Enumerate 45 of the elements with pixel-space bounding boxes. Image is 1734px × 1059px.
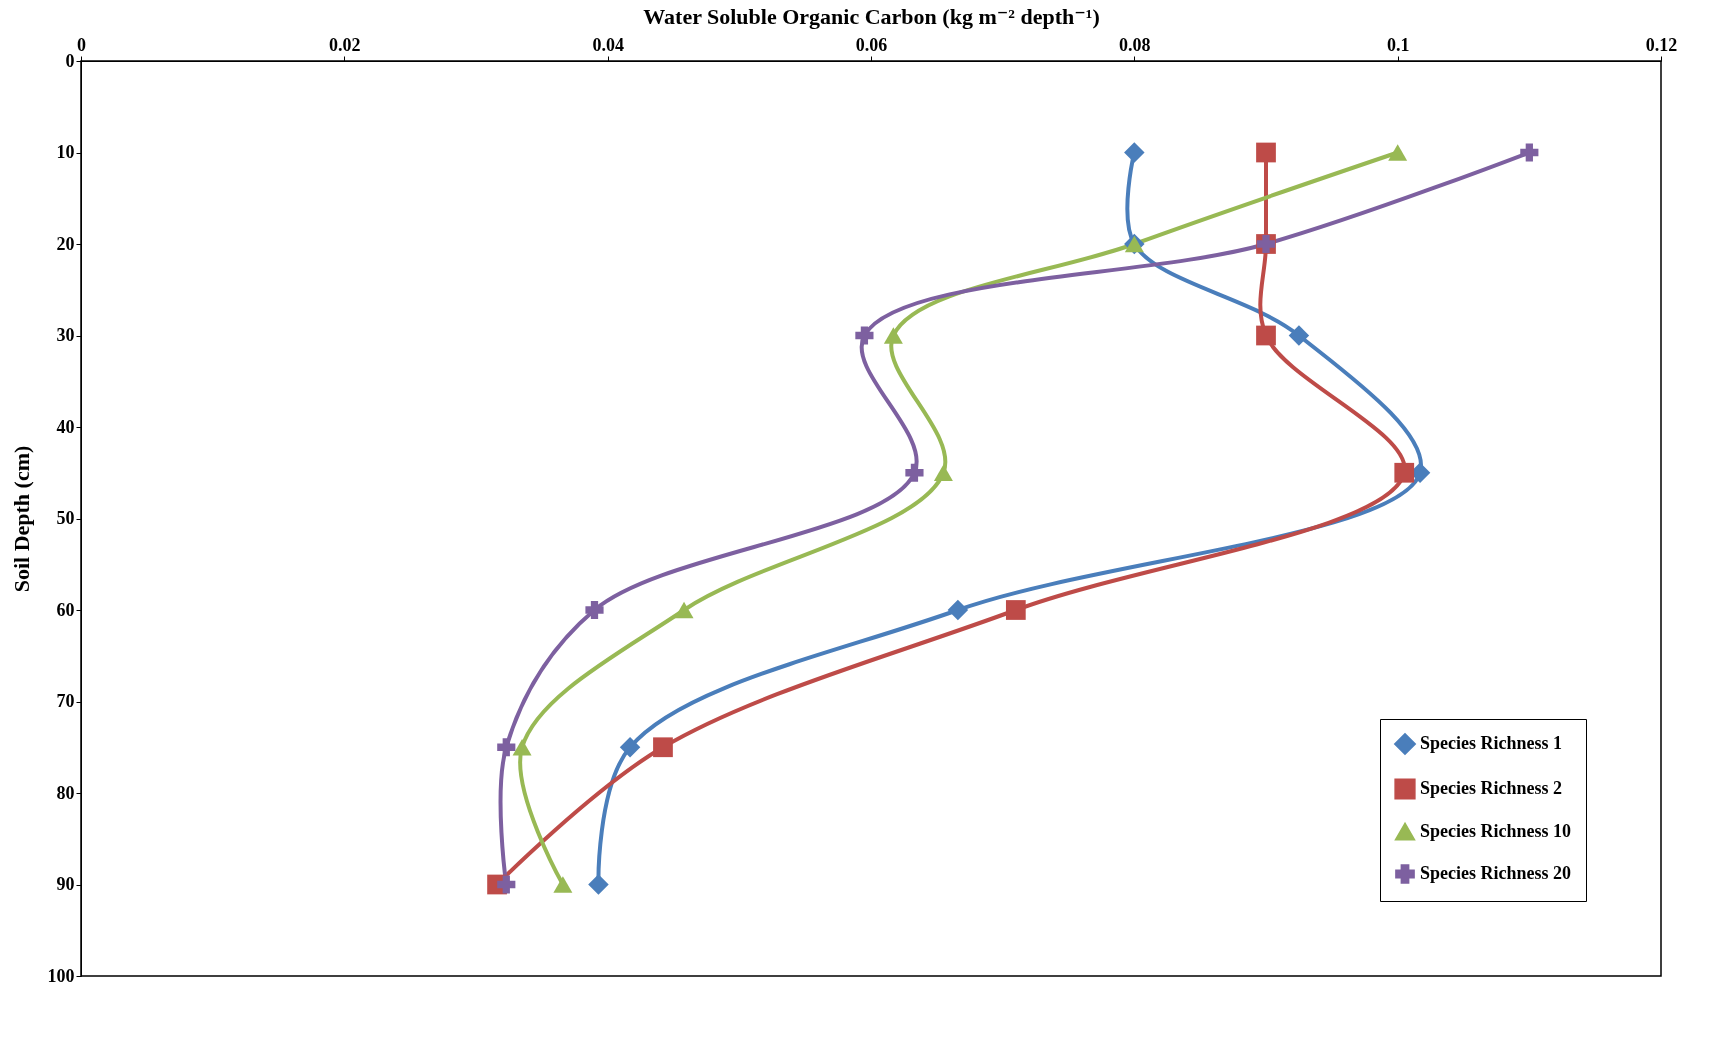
point — [497, 738, 516, 757]
x-tick-label: 0.1 — [1386, 34, 1410, 55]
y-tick-label: 40 — [56, 416, 75, 437]
x-tick-label: 0.06 — [855, 34, 888, 55]
point — [1520, 143, 1539, 162]
y-tick-label: 90 — [56, 874, 75, 894]
point — [1394, 462, 1415, 483]
x-tick-label: 0.12 — [1645, 34, 1678, 55]
legend-label: Species Richness 1 — [1420, 733, 1563, 753]
y-axis-title: Soil Depth (cm) — [8, 445, 34, 593]
y-tick-label: 80 — [56, 782, 75, 803]
point — [512, 739, 532, 756]
y-tick-label: 10 — [56, 142, 75, 162]
legend-label: Species Richness 20 — [1420, 863, 1572, 883]
point — [653, 737, 673, 758]
point — [1256, 325, 1276, 346]
point — [1256, 142, 1276, 163]
y-tick-label: 70 — [56, 691, 75, 711]
point — [497, 875, 516, 894]
x-tick-label: 0.04 — [592, 34, 624, 55]
point — [1388, 144, 1408, 161]
legend-label: Species Richness 10 — [1420, 820, 1572, 841]
point — [933, 464, 953, 481]
point — [553, 876, 573, 893]
point — [905, 463, 924, 482]
point — [947, 599, 969, 621]
legend-label: Species Richness 2 — [1420, 778, 1563, 798]
point — [855, 326, 874, 345]
x-axis-title: Water Soluble Organic Carbon (kg m⁻² depth⁻¹) — [643, 3, 1100, 29]
x-tick-label: 0.08 — [1119, 34, 1151, 55]
point — [1124, 142, 1145, 163]
y-tick-label: 20 — [56, 233, 75, 254]
point — [585, 600, 604, 620]
point — [1288, 325, 1310, 346]
x-tick-label: 0.02 — [329, 34, 361, 55]
y-tick-label: 100 — [47, 965, 75, 986]
point — [588, 874, 609, 895]
point — [1005, 600, 1026, 620]
y-tick-label: 30 — [56, 325, 75, 345]
point — [674, 601, 694, 619]
point — [883, 327, 903, 344]
y-tick-label: 60 — [56, 599, 75, 620]
y-tick-label: 50 — [56, 508, 75, 528]
y-tick-label: 0 — [65, 50, 75, 71]
point — [619, 737, 641, 758]
